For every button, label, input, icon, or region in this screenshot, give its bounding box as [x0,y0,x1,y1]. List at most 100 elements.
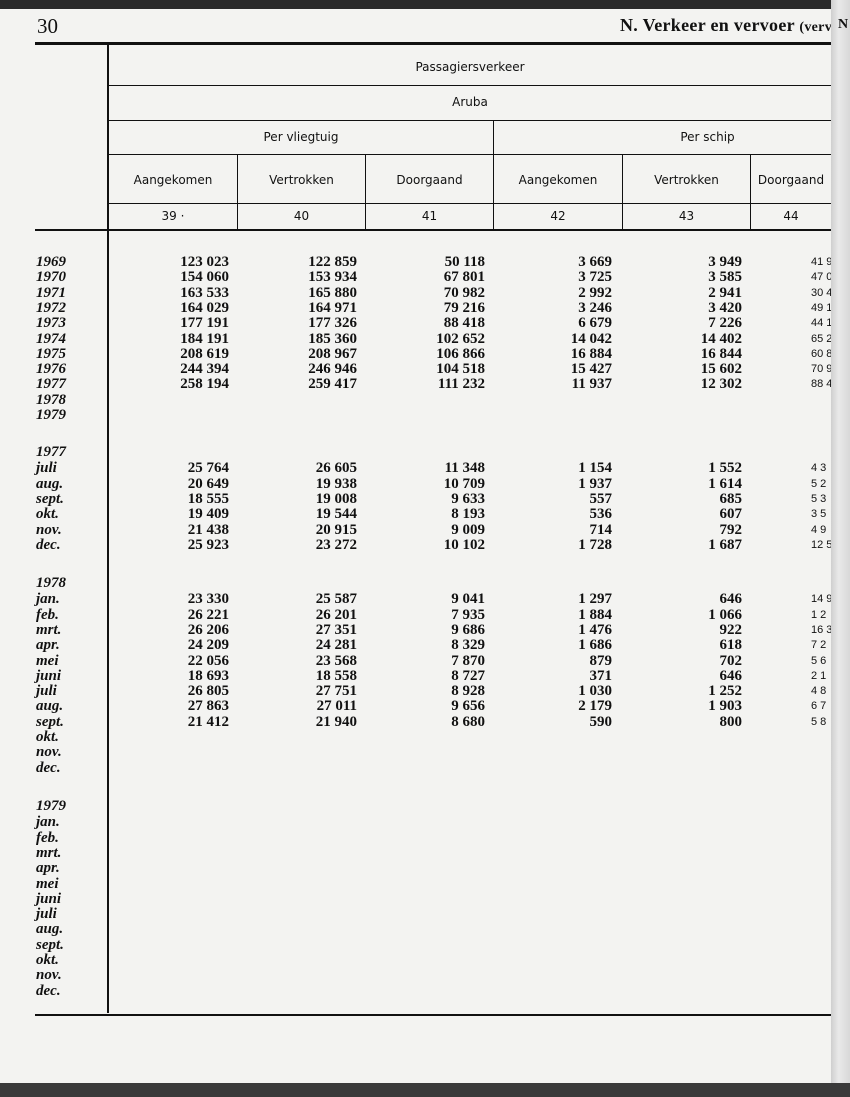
row-label: 1971 [36,285,66,301]
column-header: Aangekomen [133,173,213,187]
table-cell: 259 417 [308,376,357,392]
header-group: Passagiersverkeer [415,60,525,74]
row-label: 1976 [36,361,66,377]
table-cell: 10 102 [443,537,485,553]
table-cell: 7 935 [451,607,485,623]
table-cell: 26 221 [187,607,229,623]
section-title-suffix: (vervo [799,20,831,35]
table-cell: 26 201 [315,607,357,623]
table-cell: 70 9 [811,363,831,375]
table-cell: 244 394 [180,361,229,377]
table-cell: 685 [719,491,743,507]
row-label: 1979 [36,407,66,423]
table-cell: 153 934 [308,269,357,285]
row-label: mrt. [36,845,62,861]
table-cell: 14 042 [570,331,612,347]
table-cell: 177 191 [180,315,229,331]
table-cell: 102 652 [436,331,485,347]
table-cell: 19 938 [315,476,357,492]
table-cell: 3 585 [708,269,742,285]
table-cell: 67 801 [443,269,485,285]
table-cell: 122 859 [308,254,357,270]
table-cell: 22 056 [187,653,229,669]
row-label: sept. [36,937,64,953]
table-cell: 607 [719,506,743,522]
section-label: 1978 [36,575,66,591]
row-label: aug. [36,476,64,492]
table-cell: 11 348 [444,460,485,476]
row-label: dec. [36,760,61,776]
table-cell: 1 252 [708,683,742,699]
row-label: aug. [36,698,64,714]
row-label: okt. [36,729,59,745]
table-cell: 590 [589,714,613,730]
section-label: 1979 [36,798,66,814]
table-cell: 18 558 [315,668,357,684]
table-cell: 536 [589,506,613,522]
table-cell: 9 633 [451,491,485,507]
header-mode-air: Per vliegtuig [263,130,339,144]
table-cell: 1 937 [578,476,612,492]
header-bottom-rule [35,229,831,231]
table-cell: 27 011 [316,698,357,714]
row-label: 1972 [36,300,66,316]
table-cell: 371 [589,668,613,684]
table-cell: 5 3 [811,493,827,505]
table-cell: 702 [719,653,743,669]
table-cell: 15 602 [700,361,742,377]
table-cell: 47 0 [811,271,831,283]
table-cell: 208 619 [180,346,229,362]
row-label: jan. [36,591,60,607]
table-cell: 106 866 [436,346,485,362]
table-top-rule [35,42,831,45]
table-cell: 1 030 [578,683,612,699]
table-cell: 4 9 [811,524,827,536]
column-number: 40 [293,209,310,223]
table-cell: 557 [589,491,613,507]
row-label: apr. [36,637,60,653]
table-cell: 1 884 [578,607,612,623]
table-cell: 714 [589,522,613,538]
table-cell: 8 329 [451,637,485,653]
table-cell: 16 3 [811,624,831,636]
table-cell: 246 946 [308,361,357,377]
column-number: 44 [783,209,799,223]
table-cell: 646 [719,668,743,684]
table-cell: 9 656 [451,698,485,714]
table-cell: 88 4 [811,378,831,390]
table-cell: 165 880 [308,285,357,301]
scan-bottom-edge [0,1083,850,1097]
row-label: juni [36,891,62,907]
table-cell: 184 191 [180,331,229,347]
next-page-fragment: N [838,17,849,32]
col-divider [237,155,238,229]
table-cell: 16 884 [570,346,612,362]
section-title-main: N. Verkeer en vervoer [620,15,795,35]
row-label: mei [36,653,59,669]
table-cell: 10 709 [443,476,485,492]
table-cell: 5 8 [811,716,827,728]
table-cell: 7 226 [708,315,742,331]
table-cell: 27 351 [315,622,357,638]
row-label: 1970 [36,269,66,285]
table-cell: 12 302 [700,376,742,392]
table-cell: 44 1 [811,317,831,329]
table-cell: 25 923 [187,537,229,553]
table-cell: 1 552 [708,460,742,476]
scan-top-edge [0,0,850,9]
table-cell: 5 6 [811,655,827,667]
section-label: 1977 [36,444,66,460]
table-cell: 15 427 [570,361,612,377]
table-cell: 41 9 [811,256,831,268]
column-header: Doorgaand [757,173,825,187]
table-cell: 8 193 [451,506,485,522]
table-cell: 7 870 [451,653,485,669]
table-cell: 646 [719,591,743,607]
table-cell: 177 326 [308,315,357,331]
table-cell: 163 533 [180,285,229,301]
table-cell: 800 [719,714,743,730]
table-bottom-rule [35,1014,831,1016]
table-cell: 9 041 [451,591,485,607]
table-cell: 24 281 [315,637,357,653]
row-label: sept. [36,714,64,730]
